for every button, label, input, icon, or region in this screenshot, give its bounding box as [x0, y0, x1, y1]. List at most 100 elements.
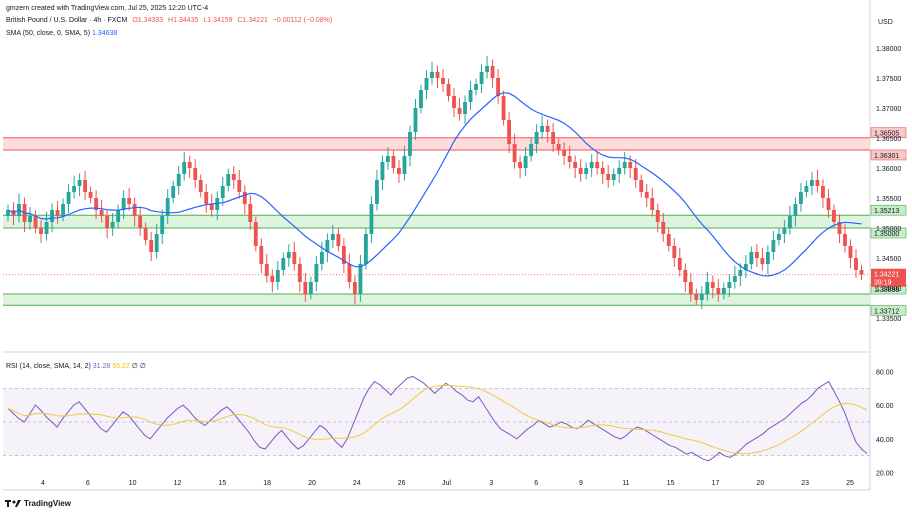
rsi-legend[interactable]: RSI (14, close, SMA, 14, 2) 31.28 55.22 … — [6, 362, 146, 370]
price-tick-label: 1.37500 — [876, 76, 901, 83]
candle-body — [804, 186, 809, 192]
sma-legend[interactable]: SMA (50, close, 0, SMA, 5) 1.34638 — [6, 30, 117, 37]
tradingview-name: TradingView — [24, 499, 71, 508]
candle-body — [44, 222, 49, 234]
candle-body — [187, 162, 192, 168]
rsi-tick-label: 80.00 — [876, 369, 894, 376]
candle-body — [347, 264, 352, 282]
candle-body — [721, 288, 726, 294]
candle-body — [551, 132, 556, 144]
candle-body — [336, 234, 341, 246]
candle-body — [435, 72, 440, 78]
candle-body — [611, 174, 616, 180]
candle-body — [556, 144, 561, 150]
candle-body — [595, 162, 600, 168]
candle-body — [666, 234, 671, 246]
candle-body — [88, 192, 93, 198]
price-tick-label: 1.37000 — [876, 106, 901, 113]
candle-body — [430, 72, 434, 78]
candle-body — [292, 252, 297, 264]
time-tick-label: 6 — [86, 480, 90, 487]
candle-body — [402, 156, 407, 174]
candle-body — [226, 174, 231, 186]
time-tick-label: 25 — [846, 480, 854, 487]
last-price-tag — [871, 268, 906, 287]
candle-body — [259, 246, 264, 264]
candle-body — [688, 282, 693, 294]
symbol-ohlc-line: British Pound / U.S. Dollar · 4h · FXCM … — [6, 17, 335, 24]
candle-body — [617, 168, 622, 174]
candle-body — [843, 234, 847, 246]
candle-body — [220, 186, 225, 198]
candle-body — [600, 168, 605, 174]
candle-body — [242, 192, 247, 204]
rsi-tick-label: 40.00 — [876, 437, 894, 444]
candle-body — [512, 144, 517, 162]
candle-body — [6, 210, 10, 216]
candle-body — [325, 240, 330, 252]
time-tick-label: 9 — [579, 480, 583, 487]
rsi-tick-label: 20.00 — [876, 471, 894, 478]
candle-body — [754, 252, 759, 258]
candle-body — [39, 228, 43, 234]
candle-body — [237, 180, 242, 192]
candle-body — [171, 186, 176, 198]
time-tick-label: 12 — [174, 480, 182, 487]
candle-body — [397, 168, 401, 174]
candle-body — [204, 192, 209, 204]
tradingview-logo[interactable]: TradingView — [5, 499, 71, 508]
candle-body — [83, 180, 88, 192]
candle-body — [496, 78, 500, 96]
candle-body — [694, 294, 699, 300]
sma-value: 1.34638 — [91, 30, 118, 37]
countdown-label: 39:19 — [874, 280, 892, 287]
currency-label[interactable]: USD — [878, 19, 893, 26]
candle-body — [457, 108, 462, 114]
candle-body — [749, 252, 754, 264]
candle-body — [297, 264, 302, 282]
candle-body — [281, 258, 286, 270]
candle-body — [622, 162, 627, 168]
candle-body — [99, 210, 104, 216]
candle-body — [578, 168, 583, 174]
candle-body — [771, 240, 776, 252]
candle-body — [209, 204, 214, 210]
candle-body — [677, 258, 682, 270]
candle-body — [765, 252, 770, 264]
time-tick-label: 18 — [263, 480, 271, 487]
symbol-title[interactable]: British Pound / U.S. Dollar · 4h · FXCM — [6, 17, 128, 24]
rsi-line — [7, 375, 868, 462]
candle-body — [529, 144, 534, 156]
rsi-sma-value: 55.22 — [112, 363, 130, 370]
time-tick-label: 10 — [129, 480, 137, 487]
time-tick-label: 26 — [398, 480, 406, 487]
candle-body — [369, 204, 374, 234]
zone-price-tag — [870, 127, 907, 138]
candle-body — [672, 246, 677, 258]
candle-body — [738, 270, 743, 276]
candle-body — [534, 132, 539, 144]
candle-body — [363, 234, 368, 264]
zone-price-label: 1.33712 — [874, 308, 899, 315]
price-tick-label: 1.35500 — [876, 196, 901, 203]
rsi-label: RSI (14, close, SMA, 14, 2) — [6, 363, 91, 370]
candle-body — [589, 162, 594, 168]
tradingview-icon — [5, 499, 21, 508]
candle-body — [826, 198, 831, 210]
candle-body — [253, 222, 258, 246]
zone-price-label: 1.35213 — [874, 208, 899, 215]
rsi-tick-label: 60.00 — [876, 403, 894, 410]
candle-body — [176, 174, 181, 186]
candle-body — [545, 126, 550, 132]
candle-body — [832, 210, 836, 222]
candle-body — [699, 294, 704, 300]
candle-body — [105, 216, 110, 228]
candle-body — [727, 282, 732, 288]
candle-body — [793, 204, 798, 216]
candle-body — [165, 198, 170, 216]
candle-body — [391, 156, 396, 168]
candle-body — [303, 282, 308, 294]
candle-body — [116, 210, 121, 222]
candle-body — [198, 180, 203, 192]
